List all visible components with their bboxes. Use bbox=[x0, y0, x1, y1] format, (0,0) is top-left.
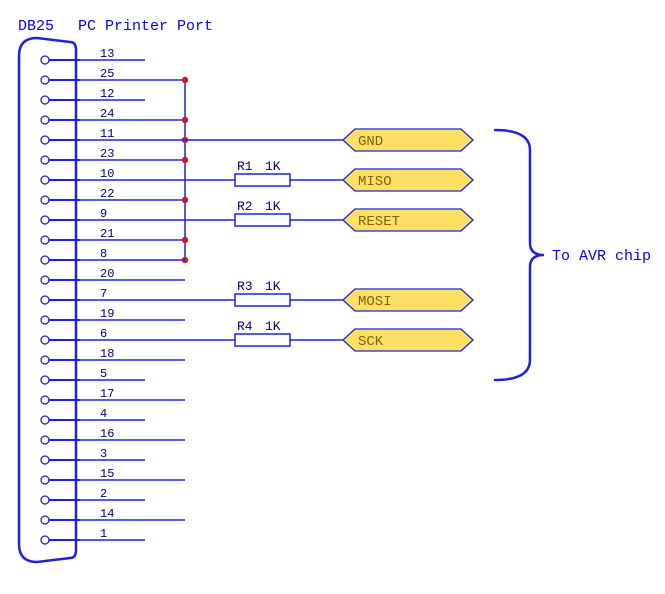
pin-circle bbox=[41, 336, 49, 344]
pin-number: 10 bbox=[100, 167, 114, 181]
pin-number: 19 bbox=[100, 307, 114, 321]
signal-label: MOSI bbox=[358, 294, 392, 310]
resistor-val: 1K bbox=[265, 319, 281, 334]
pin-number: 5 bbox=[100, 367, 107, 381]
pin-number: 18 bbox=[100, 347, 114, 361]
pin-circle bbox=[41, 256, 49, 264]
pin-number: 12 bbox=[100, 87, 114, 101]
schematic-svg: DB25PC Printer Port132512241123102292182… bbox=[0, 0, 665, 594]
resistor-body bbox=[235, 334, 290, 346]
pin-circle bbox=[41, 116, 49, 124]
pin-circle bbox=[41, 416, 49, 424]
resistor-ref: R4 bbox=[237, 319, 253, 334]
resistor-val: 1K bbox=[265, 199, 281, 214]
pin-circle bbox=[41, 516, 49, 524]
pin-circle bbox=[41, 196, 49, 204]
pin-circle bbox=[41, 396, 49, 404]
signal-label: SCK bbox=[358, 334, 384, 350]
junction-dot bbox=[182, 197, 188, 203]
pin-circle bbox=[41, 496, 49, 504]
pin-number: 1 bbox=[100, 527, 107, 541]
pin-circle bbox=[41, 56, 49, 64]
pin-number: 6 bbox=[100, 327, 107, 341]
pin-circle bbox=[41, 276, 49, 284]
pin-circle bbox=[41, 136, 49, 144]
junction-dot bbox=[182, 237, 188, 243]
pin-number: 20 bbox=[100, 267, 114, 281]
resistor-val: 1K bbox=[265, 159, 281, 174]
junction-dot bbox=[182, 117, 188, 123]
resistor-body bbox=[235, 214, 290, 226]
pin-circle bbox=[41, 176, 49, 184]
pin-number: 9 bbox=[100, 207, 107, 221]
pin-number: 24 bbox=[100, 107, 114, 121]
resistor-val: 1K bbox=[265, 279, 281, 294]
pin-number: 11 bbox=[100, 127, 114, 141]
pin-number: 25 bbox=[100, 67, 114, 81]
pin-circle bbox=[41, 96, 49, 104]
pin-number: 3 bbox=[100, 447, 107, 461]
pin-number: 8 bbox=[100, 247, 107, 261]
pin-circle bbox=[41, 376, 49, 384]
pin-number: 7 bbox=[100, 287, 107, 301]
pin-number: 22 bbox=[100, 187, 114, 201]
pin-circle bbox=[41, 476, 49, 484]
pin-circle bbox=[41, 236, 49, 244]
signal-label: GND bbox=[358, 134, 383, 150]
pin-number: 4 bbox=[100, 407, 107, 421]
pin-number: 17 bbox=[100, 387, 114, 401]
label-destination: To AVR chip bbox=[552, 248, 651, 265]
pin-number: 16 bbox=[100, 427, 114, 441]
pin-circle bbox=[41, 296, 49, 304]
bracket-to-avr bbox=[495, 130, 544, 380]
pin-number: 14 bbox=[100, 507, 114, 521]
label-port: PC Printer Port bbox=[78, 18, 213, 35]
pin-circle bbox=[41, 76, 49, 84]
pin-circle bbox=[41, 356, 49, 364]
resistor-ref: R2 bbox=[237, 199, 253, 214]
pin-number: 23 bbox=[100, 147, 114, 161]
signal-label: MISO bbox=[358, 174, 392, 190]
pin-circle bbox=[41, 316, 49, 324]
pin-circle bbox=[41, 536, 49, 544]
signal-label: RESET bbox=[358, 214, 400, 230]
pin-circle bbox=[41, 216, 49, 224]
junction-dot bbox=[182, 77, 188, 83]
resistor-ref: R3 bbox=[237, 279, 253, 294]
junction-dot bbox=[182, 157, 188, 163]
resistor-body bbox=[235, 294, 290, 306]
pin-circle bbox=[41, 456, 49, 464]
resistor-ref: R1 bbox=[237, 159, 253, 174]
pin-circle bbox=[41, 436, 49, 444]
pin-number: 13 bbox=[100, 47, 114, 61]
label-connector: DB25 bbox=[18, 18, 54, 35]
pin-number: 2 bbox=[100, 487, 107, 501]
resistor-body bbox=[235, 174, 290, 186]
pin-number: 15 bbox=[100, 467, 114, 481]
pin-circle bbox=[41, 156, 49, 164]
pin-number: 21 bbox=[100, 227, 114, 241]
